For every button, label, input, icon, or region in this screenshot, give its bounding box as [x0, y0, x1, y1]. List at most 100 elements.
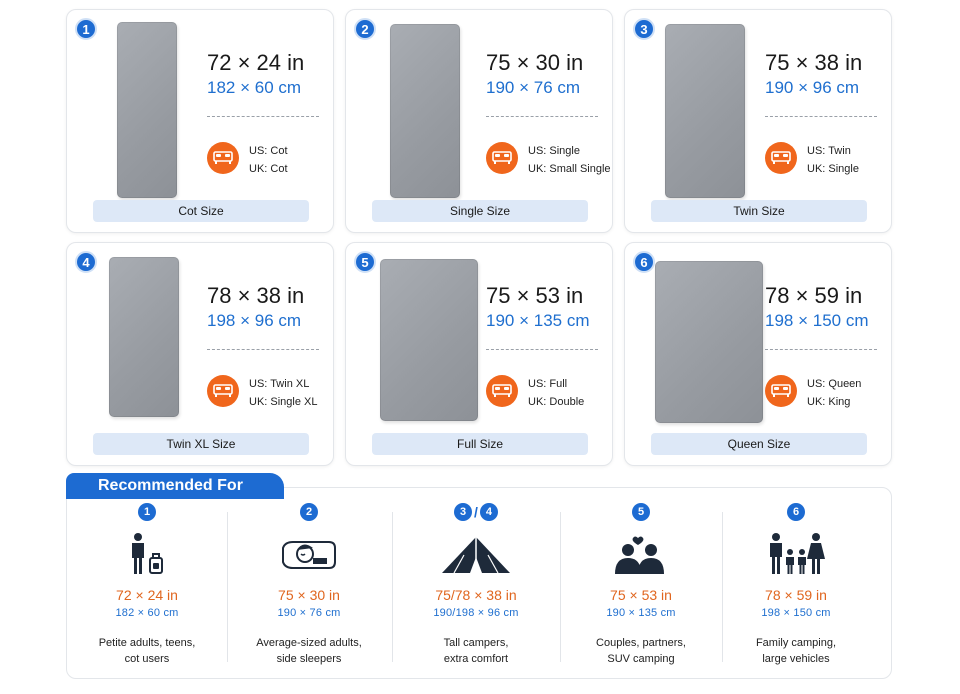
dimension-cm: 190 × 135 cm [486, 311, 590, 330]
bed-icon [207, 375, 239, 407]
description-line: Petite adults, teens, [98, 637, 196, 649]
family-icon [716, 529, 876, 579]
recommended-description: Average-sized adults, side sleepers [229, 635, 389, 667]
divider [207, 349, 319, 350]
size-card-twin-xl: 4 78 × 38 in 198 × 96 cm US: Twin XL UK:… [66, 242, 334, 466]
dimension-cm: 190 × 96 cm [765, 78, 860, 97]
number-badge: 3 [454, 503, 473, 521]
number-badge: 5 [354, 251, 376, 273]
standard-names: US: Twin XL UK: Single XL [249, 375, 317, 411]
recommended-inches: 75 × 53 in [610, 587, 672, 603]
dimension-inches: 72 × 24 in [207, 50, 305, 75]
sleeping-pad-image [117, 22, 177, 198]
recommended-inches: 75/78 × 38 in [435, 587, 517, 603]
standard-names: US: Cot UK: Cot [249, 142, 288, 178]
sleeping-pad-image [655, 261, 763, 423]
description-line: side sleepers [276, 653, 342, 665]
recommended-panel [66, 487, 892, 679]
recommendation-item: 1 72 × 24 in 182 × 60 cm Petite adults, … [67, 500, 227, 670]
size-card-single: 2 75 × 30 in 190 × 76 cm US: Single UK: … [345, 9, 613, 233]
number-badge: 6 [787, 503, 805, 521]
us-standard: US: Single [528, 145, 580, 157]
dimension-inches: 75 × 53 in [486, 283, 584, 308]
number-badge: 4 [75, 251, 97, 273]
item-number: 5 [561, 503, 721, 521]
recommendation-item: 6 78 × 59 in 198 × 150 cm Family camping… [716, 500, 876, 670]
sleeping-pad-image [665, 24, 745, 198]
recommended-description: Family camping, large vehicles [716, 635, 876, 667]
tent-icon [396, 529, 556, 579]
number-badge: 1 [138, 503, 156, 521]
divider [486, 349, 598, 350]
dimension-cm: 198 × 150 cm [765, 311, 869, 330]
sleeping-pad-image [109, 257, 179, 417]
slash: / [474, 504, 478, 520]
uk-standard: UK: Single [807, 163, 859, 175]
divider [486, 116, 598, 117]
description-line: cot users [124, 653, 170, 665]
recommended-description: Tall campers, extra comfort [396, 635, 556, 667]
dimension-inches: 75 × 38 in [765, 50, 863, 75]
number-badge: 1 [75, 18, 97, 40]
bed-icon [486, 142, 518, 174]
column-divider [722, 512, 723, 662]
size-card-cot: 1 72 × 24 in 182 × 60 cm US: Cot UK: Cot… [66, 9, 334, 233]
recommended-inches: 75 × 30 in [278, 587, 340, 603]
recommended-cm: 190/198 × 96 cm [433, 607, 519, 619]
item-number: 6 [716, 503, 876, 521]
dimension-cm: 190 × 76 cm [486, 78, 581, 97]
description-line: extra comfort [443, 653, 509, 665]
column-divider [392, 512, 393, 662]
dimension-inches: 75 × 30 in [486, 50, 584, 75]
standard-names: US: Twin UK: Single [807, 142, 859, 178]
divider [765, 116, 877, 117]
bed-icon [207, 142, 239, 174]
recommended-cm: 190 × 135 cm [606, 607, 676, 619]
uk-standard: UK: Double [528, 396, 585, 408]
bed-icon [765, 375, 797, 407]
size-card-twin: 3 75 × 38 in 190 × 96 cm US: Twin UK: Si… [624, 9, 892, 233]
number-badge: 3 [633, 18, 655, 40]
dimension-cm: 182 × 60 cm [207, 78, 302, 97]
uk-standard: UK: King [807, 396, 851, 408]
recommended-inches: 72 × 24 in [116, 587, 178, 603]
item-number: 2 [229, 503, 389, 521]
number-badge: 6 [633, 251, 655, 273]
size-label: Twin XL Size [93, 433, 309, 455]
recommended-cm: 198 × 150 cm [761, 607, 831, 619]
bed-icon [486, 375, 518, 407]
couple-icon [561, 529, 721, 579]
recommended-title: Recommended For [66, 473, 284, 499]
standard-names: US: Full UK: Double [528, 375, 584, 411]
size-label: Single Size [372, 200, 588, 222]
column-divider [227, 512, 228, 662]
bed-icon [765, 142, 797, 174]
recommended-cm: 182 × 60 cm [115, 607, 179, 619]
number-badge: 5 [632, 503, 650, 521]
divider [207, 116, 319, 117]
us-standard: US: Twin [807, 145, 851, 157]
number-badge: 4 [479, 503, 498, 521]
recommendation-item: 2 75 × 30 in 190 × 76 cm Average-sized a… [229, 500, 389, 670]
us-standard: US: Full [528, 378, 568, 390]
size-label: Cot Size [93, 200, 309, 222]
sleeping-pad-image [380, 259, 478, 421]
description-line: Tall campers, [443, 637, 509, 649]
size-card-full: 5 75 × 53 in 190 × 135 cm US: Full UK: D… [345, 242, 613, 466]
size-label: Full Size [372, 433, 588, 455]
recommended-description: Couples, partners, SUV camping [561, 635, 721, 667]
side-sleeper-icon [229, 529, 389, 579]
recommendation-item: 3 / 4 75/78 × 38 in 190/198 × 96 cm Tall… [396, 500, 556, 670]
number-badge: 2 [300, 503, 318, 521]
us-standard: US: Twin XL [249, 378, 310, 390]
recommended-description: Petite adults, teens, cot users [67, 635, 227, 667]
standard-names: US: Single UK: Small Single [528, 142, 611, 178]
us-standard: US: Queen [807, 378, 862, 390]
description-line: large vehicles [762, 653, 830, 665]
item-number: 3 / 4 [396, 503, 556, 521]
uk-standard: UK: Small Single [528, 163, 611, 175]
dimension-inches: 78 × 59 in [765, 283, 863, 308]
dimension-cm: 198 × 96 cm [207, 311, 302, 330]
size-card-queen: 6 78 × 59 in 198 × 150 cm US: Queen UK: … [624, 242, 892, 466]
recommended-inches: 78 × 59 in [765, 587, 827, 603]
